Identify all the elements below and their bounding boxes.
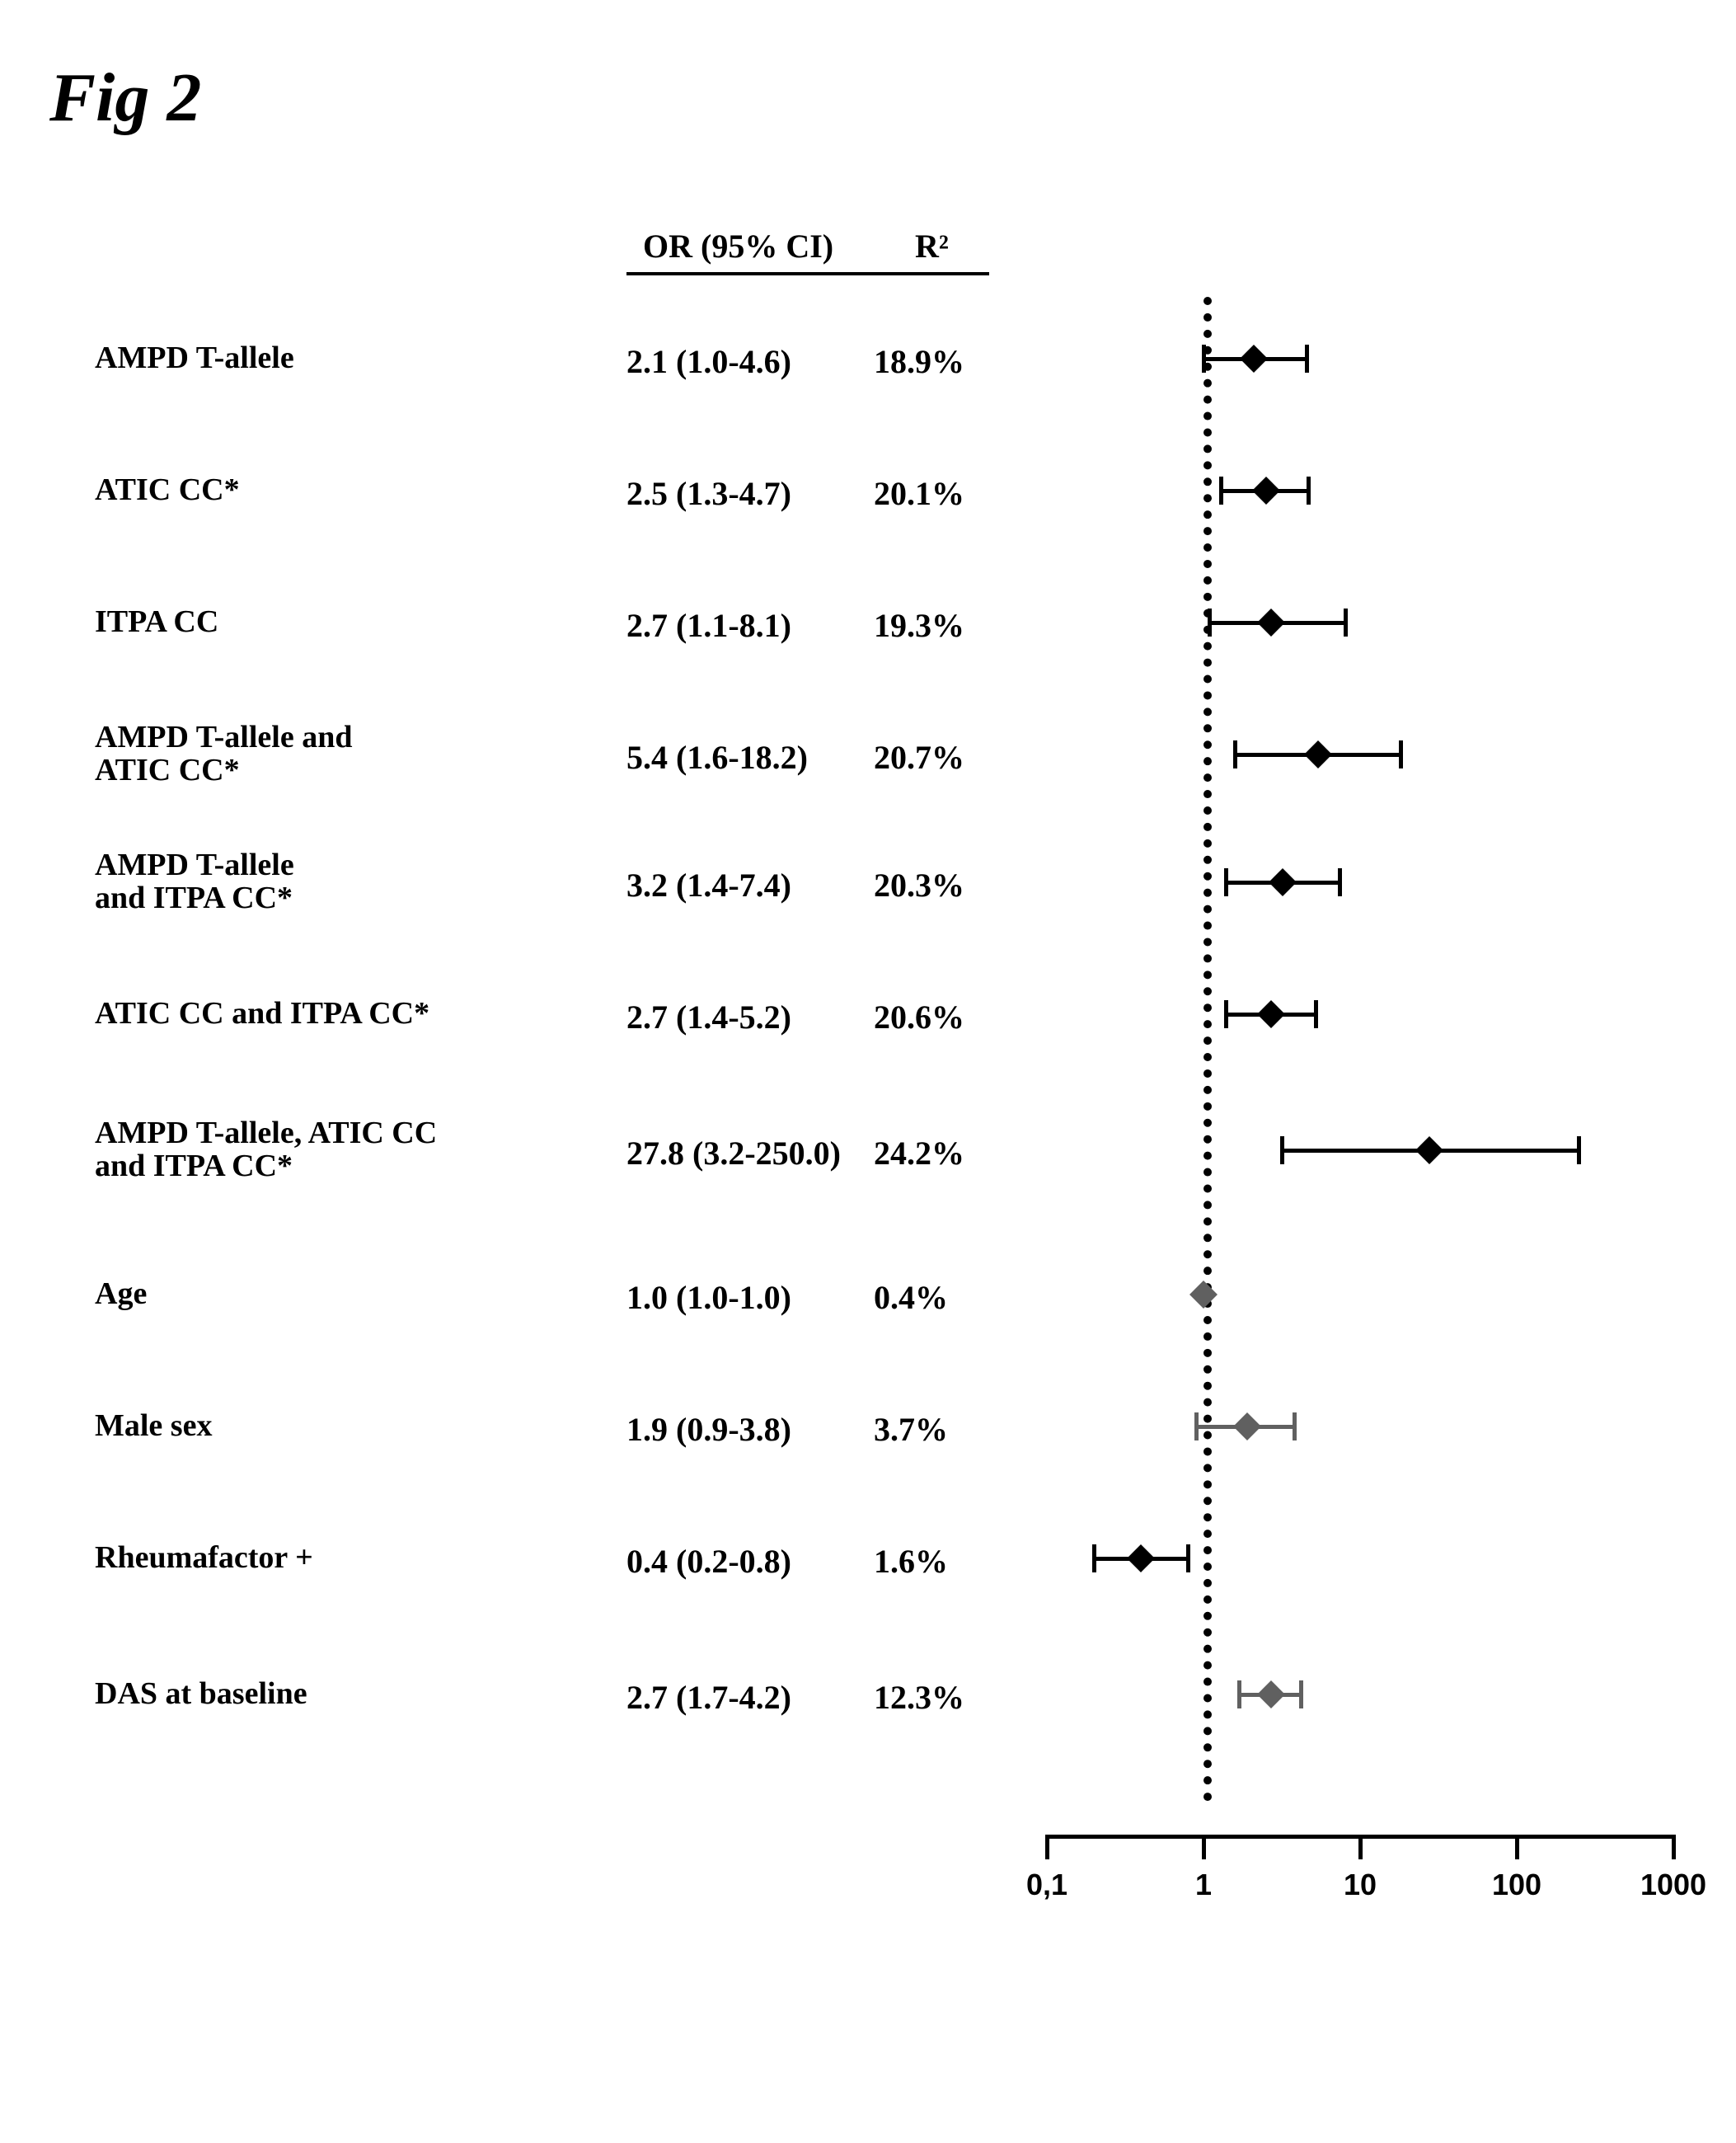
point-estimate [1189, 1281, 1218, 1309]
axis-tick [1202, 1835, 1206, 1859]
point-estimate [1415, 1136, 1443, 1164]
reference-line [1203, 297, 1212, 1802]
row-label: ATIC CC* [95, 474, 240, 507]
ci-cap-high [1186, 1544, 1190, 1572]
ci-cap-low [1233, 740, 1237, 768]
or-value: 27.8 (3.2-250.0) [626, 1134, 841, 1173]
row-label: AMPD T-allele, ATIC CC and ITPA CC* [95, 1117, 437, 1183]
or-value: 3.2 (1.4-7.4) [626, 866, 791, 905]
ci-cap-low [1208, 609, 1212, 637]
r2-value: 1.6% [874, 1542, 948, 1581]
r2-value: 24.2% [874, 1134, 964, 1173]
point-estimate [1257, 1680, 1285, 1708]
ci-cap-low [1224, 1000, 1228, 1028]
ci-cap-high [1399, 740, 1403, 768]
or-value: 2.7 (1.4-5.2) [626, 998, 791, 1036]
ci-cap-low [1280, 1136, 1284, 1164]
ci-cap-low [1224, 868, 1228, 896]
point-estimate [1127, 1544, 1155, 1572]
row-label: Age [95, 1278, 147, 1311]
ci-cap-high [1314, 1000, 1318, 1028]
r2-value: 20.7% [874, 738, 964, 777]
ci-cap-low [1092, 1544, 1096, 1572]
r2-value: 3.7% [874, 1410, 948, 1449]
point-estimate [1233, 1412, 1261, 1440]
r2-value: 0.4% [874, 1278, 948, 1317]
or-value: 1.9 (0.9-3.8) [626, 1410, 791, 1449]
ci-cap-high [1344, 609, 1348, 637]
ci-cap-high [1338, 868, 1342, 896]
row-label: ITPA CC [95, 606, 218, 639]
axis-tick-label: 10 [1311, 1868, 1410, 1902]
header-underline [626, 272, 989, 275]
ci-cap-high [1307, 477, 1311, 505]
or-value: 2.7 (1.1-8.1) [626, 606, 791, 645]
r2-value: 19.3% [874, 606, 964, 645]
axis-tick [1358, 1835, 1363, 1859]
ci-cap-high [1305, 345, 1309, 373]
or-value: 2.1 (1.0-4.6) [626, 342, 791, 381]
or-value: 2.5 (1.3-4.7) [626, 474, 791, 513]
axis-tick-label: 1000 [1624, 1868, 1723, 1902]
axis-tick [1515, 1835, 1519, 1859]
row-label: ATIC CC and ITPA CC* [95, 998, 429, 1031]
axis-tick-label: 1 [1154, 1868, 1253, 1902]
row-label: AMPD T-allele and ATIC CC* [95, 721, 352, 787]
row-label: DAS at baseline [95, 1678, 307, 1711]
or-value: 5.4 (1.6-18.2) [626, 738, 808, 777]
row-label: AMPD T-allele and ITPA CC* [95, 849, 294, 915]
axis-tick-label: 100 [1467, 1868, 1566, 1902]
ci-cap-high [1577, 1136, 1581, 1164]
column-header-r2: R² [915, 227, 949, 266]
axis-tick [1045, 1835, 1049, 1859]
point-estimate [1257, 609, 1285, 637]
ci-cap-low [1202, 345, 1206, 373]
ci-cap-low [1237, 1680, 1241, 1708]
axis-tick-label: 0,1 [997, 1868, 1096, 1902]
ci-cap-low [1219, 477, 1223, 505]
ci-cap-high [1299, 1680, 1303, 1708]
column-header-or: OR (95% CI) [643, 227, 833, 266]
row-label: Rheumafactor + [95, 1542, 313, 1575]
r2-value: 18.9% [874, 342, 964, 381]
r2-value: 12.3% [874, 1678, 964, 1717]
point-estimate [1304, 740, 1332, 768]
r2-value: 20.1% [874, 474, 964, 513]
row-label: Male sex [95, 1410, 212, 1443]
r2-value: 20.6% [874, 998, 964, 1036]
row-label: AMPD T-allele [95, 342, 294, 375]
point-estimate [1252, 477, 1280, 505]
forest-plot: 0,11101001000 [1047, 297, 1673, 1934]
axis-tick [1672, 1835, 1676, 1859]
or-value: 2.7 (1.7-4.2) [626, 1678, 791, 1717]
or-value: 0.4 (0.2-0.8) [626, 1542, 791, 1581]
point-estimate [1240, 345, 1268, 373]
point-estimate [1257, 1000, 1285, 1028]
figure-title: Fig 2 [49, 58, 201, 138]
ci-cap-high [1293, 1412, 1297, 1440]
r2-value: 20.3% [874, 866, 964, 905]
point-estimate [1269, 868, 1297, 896]
or-value: 1.0 (1.0-1.0) [626, 1278, 791, 1317]
ci-cap-low [1194, 1412, 1199, 1440]
